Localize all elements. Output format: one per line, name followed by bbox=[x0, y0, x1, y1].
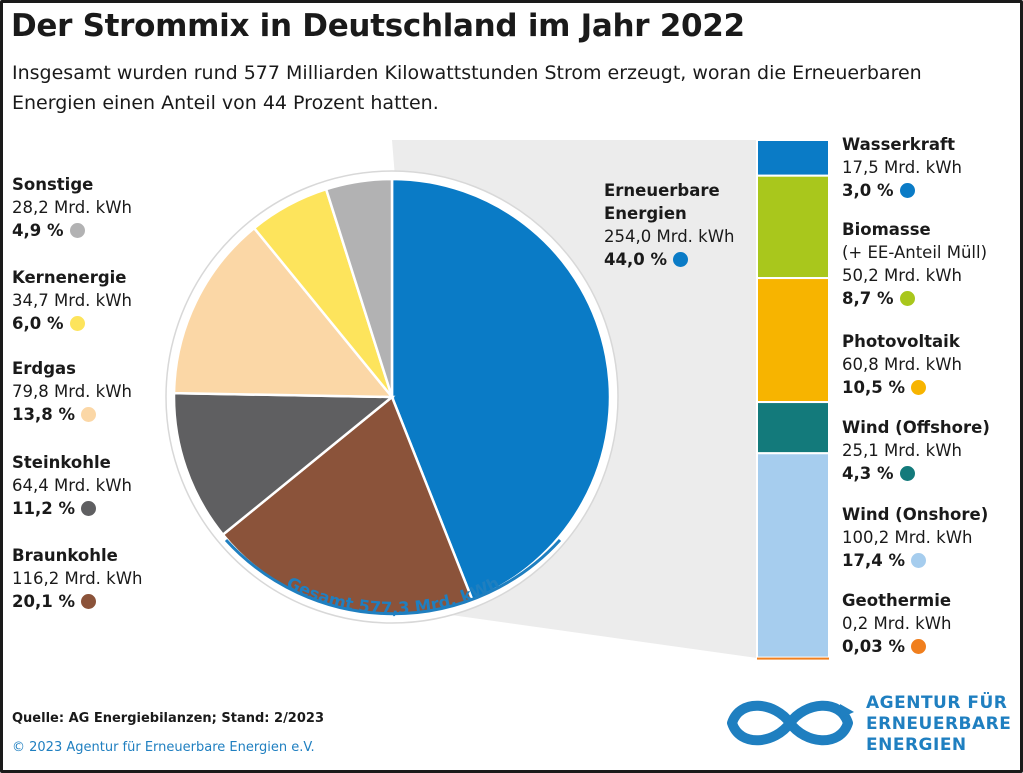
bar-segment-photovoltaik bbox=[756, 277, 830, 404]
label-biomasse-name: Biomasse bbox=[842, 220, 931, 239]
pie-chart bbox=[165, 170, 619, 624]
label-geothermie-percent: 0,03 % bbox=[842, 637, 905, 656]
label-geothermie-name: Geothermie bbox=[842, 591, 952, 610]
label-braunkohle-percent: 20,1 % bbox=[12, 592, 75, 611]
label-erdgas-name: Erdgas bbox=[12, 359, 76, 378]
sonstige-dot-icon bbox=[69, 223, 85, 238]
label-sonstige-value: 28,2 Mrd. kWh bbox=[12, 198, 133, 217]
wind-offshore-dot-icon bbox=[899, 466, 915, 481]
label-wasserkraft-value: 17,5 Mrd. kWh bbox=[842, 158, 963, 177]
label-photovoltaik: Photovoltaik 60,8 Mrd. kWh 10,5 % bbox=[842, 330, 962, 399]
label-wind-offshore-percent: 4,3 % bbox=[842, 464, 894, 483]
source-note: Quelle: AG Energiebilanzen; Stand: 2/202… bbox=[12, 711, 324, 726]
label-biomasse-value: 50,2 Mrd. kWh bbox=[842, 266, 963, 285]
label-wind-onshore-percent: 17,4 % bbox=[842, 551, 905, 570]
label-wasserkraft-percent: 3,0 % bbox=[842, 181, 894, 200]
pie-slice-steinkohle bbox=[172, 391, 396, 537]
erneuerbare-dot-icon bbox=[673, 252, 688, 267]
wasserkraft-dot-icon bbox=[899, 183, 915, 198]
label-steinkohle-value: 64,4 Mrd. kWh bbox=[12, 476, 133, 495]
label-wind-offshore-name: Wind (Offshore) bbox=[842, 418, 990, 437]
logo-line3: ENERGIEN bbox=[866, 735, 967, 755]
label-photovoltaik-percent: 10,5 % bbox=[842, 378, 905, 397]
label-steinkohle: Steinkohle 64,4 Mrd. kWh 11,2 % bbox=[12, 451, 132, 520]
erdgas-dot-icon bbox=[81, 407, 96, 422]
label-biomasse: Biomasse (+ EE-Anteil Müll) 50,2 Mrd. kW… bbox=[842, 218, 987, 310]
label-biomasse-note: (+ EE-Anteil Müll) bbox=[842, 243, 988, 262]
bar-segment-wind-onshore- bbox=[756, 452, 830, 659]
label-braunkohle: Braunkohle 116,2 Mrd. kWh 20,1 % bbox=[12, 544, 143, 613]
label-braunkohle-name: Braunkohle bbox=[12, 546, 118, 565]
label-geothermie-value: 0,2 Mrd. kWh bbox=[842, 614, 952, 633]
label-erneuerbare: Erneuerbare Energien 254,0 Mrd. kWh 44,0… bbox=[604, 179, 754, 271]
label-wind-offshore-value: 25,1 Mrd. kWh bbox=[842, 441, 963, 460]
label-kernenergie-value: 34,7 Mrd. kWh bbox=[12, 291, 133, 310]
copyright-note: © 2023 Agentur für Erneuerbare Energien … bbox=[12, 740, 315, 755]
label-wind-onshore-name: Wind (Onshore) bbox=[842, 505, 989, 524]
label-kernenergie: Kernenergie 34,7 Mrd. kWh 6,0 % bbox=[12, 266, 132, 335]
bar-segment-geothermie bbox=[757, 657, 829, 660]
label-kernenergie-name: Kernenergie bbox=[12, 268, 127, 287]
label-erneuerbare-percent: 44,0 % bbox=[604, 250, 667, 269]
label-steinkohle-name: Steinkohle bbox=[12, 453, 111, 472]
label-sonstige-percent: 4,9 % bbox=[12, 221, 64, 240]
steinkohle-dot-icon bbox=[81, 501, 96, 516]
pie-slice-erneuerbare-energien bbox=[390, 177, 612, 602]
label-wind-offshore: Wind (Offshore) 25,1 Mrd. kWh 4,3 % bbox=[842, 416, 990, 485]
label-erneuerbare-name: Erneuerbare Energien bbox=[604, 181, 720, 223]
photovoltaik-dot-icon bbox=[911, 380, 926, 395]
logo-infinity-icon bbox=[727, 700, 854, 746]
label-erdgas: Erdgas 79,8 Mrd. kWh 13,8 % bbox=[12, 357, 132, 426]
label-geothermie: Geothermie 0,2 Mrd. kWh 0,03 % bbox=[842, 589, 952, 658]
logo-line2: ERNEUERBARE bbox=[866, 714, 1012, 734]
biomasse-dot-icon bbox=[899, 291, 915, 306]
label-erdgas-percent: 13,8 % bbox=[12, 405, 75, 424]
logo-line1: AGENTUR FÜR bbox=[866, 693, 1008, 713]
pie-slice-sonstige bbox=[324, 177, 394, 398]
label-kernenergie-percent: 6,0 % bbox=[12, 314, 64, 333]
label-sonstige-name: Sonstige bbox=[12, 175, 94, 194]
pie-slice-erdgas bbox=[172, 226, 395, 399]
bar-segment-biomasse bbox=[756, 174, 830, 280]
label-wasserkraft-name: Wasserkraft bbox=[842, 135, 956, 154]
label-photovoltaik-name: Photovoltaik bbox=[842, 332, 960, 351]
chart-title: Der Strommix in Deutschland im Jahr 2022 bbox=[11, 8, 745, 44]
label-sonstige: Sonstige 28,2 Mrd. kWh 4,9 % bbox=[12, 173, 132, 242]
braunkohle-dot-icon bbox=[81, 594, 96, 609]
label-biomasse-percent: 8,7 % bbox=[842, 289, 894, 308]
kernenergie-dot-icon bbox=[69, 316, 85, 331]
logo-text: AGENTUR FÜR ERNEUERBARE ENERGIEN bbox=[866, 693, 1011, 756]
label-photovoltaik-value: 60,8 Mrd. kWh bbox=[842, 355, 963, 374]
label-erneuerbare-value: 254,0 Mrd. kWh bbox=[604, 227, 735, 246]
stacked-bar bbox=[756, 139, 830, 660]
geothermie-dot-icon bbox=[911, 639, 926, 654]
label-braunkohle-value: 116,2 Mrd. kWh bbox=[12, 569, 143, 588]
label-wasserkraft: Wasserkraft 17,5 Mrd. kWh 3,0 % bbox=[842, 133, 962, 202]
chart-subtitle: Insgesamt wurden rund 577 Milliarden Kil… bbox=[12, 62, 922, 114]
label-wind-onshore-value: 100,2 Mrd. kWh bbox=[842, 528, 973, 547]
label-wind-onshore: Wind (Onshore) 100,2 Mrd. kWh 17,4 % bbox=[842, 503, 988, 572]
wind-onshore-dot-icon bbox=[911, 553, 926, 568]
label-steinkohle-percent: 11,2 % bbox=[12, 499, 75, 518]
total-ring-arc bbox=[224, 538, 562, 616]
bar-segment-wasserkraft bbox=[756, 139, 830, 177]
label-erdgas-value: 79,8 Mrd. kWh bbox=[12, 382, 133, 401]
bar-segment-wind-offshore- bbox=[756, 401, 830, 455]
